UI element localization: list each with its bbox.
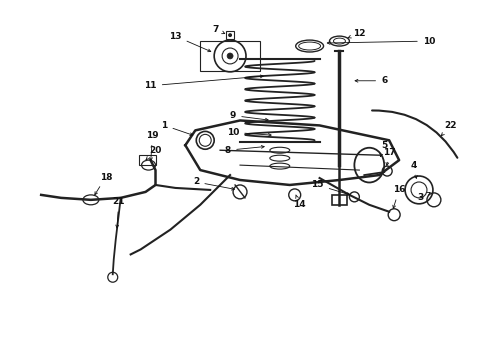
Text: 14: 14 [294, 195, 306, 209]
Text: 6: 6 [355, 76, 387, 85]
Text: 8: 8 [225, 145, 264, 155]
Text: 17: 17 [383, 148, 395, 166]
Circle shape [228, 33, 232, 37]
Text: 10: 10 [327, 37, 435, 46]
Text: 22: 22 [441, 121, 457, 136]
Text: 15: 15 [311, 180, 350, 195]
Text: 3: 3 [418, 192, 430, 202]
Text: 18: 18 [95, 172, 112, 195]
Circle shape [227, 53, 233, 59]
Text: 1: 1 [161, 121, 193, 136]
Text: 7: 7 [212, 25, 225, 34]
Text: 2: 2 [193, 177, 234, 190]
Text: 5: 5 [380, 141, 387, 157]
Text: 12: 12 [348, 29, 366, 38]
Text: 4: 4 [411, 161, 417, 178]
Text: 21: 21 [113, 197, 125, 228]
Text: 9: 9 [230, 111, 268, 121]
Text: 13: 13 [169, 32, 211, 52]
Text: 10: 10 [227, 128, 271, 137]
Text: 11: 11 [144, 75, 263, 90]
Text: 20: 20 [146, 146, 162, 159]
Text: 16: 16 [393, 185, 405, 208]
Text: 19: 19 [146, 131, 159, 161]
